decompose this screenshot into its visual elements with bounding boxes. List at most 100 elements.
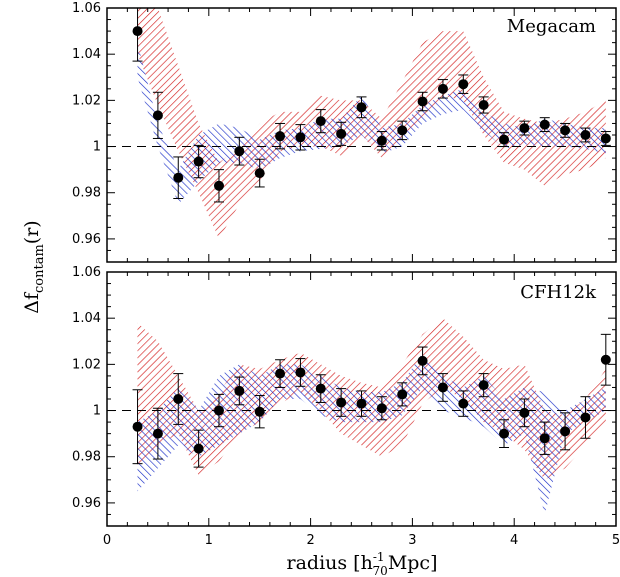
marker bbox=[193, 443, 204, 454]
x-tick-label: 3 bbox=[408, 533, 416, 548]
cfh12k-data-point bbox=[499, 419, 510, 448]
y-axis-label-sub: contam bbox=[32, 244, 47, 293]
marker bbox=[499, 428, 510, 439]
marker bbox=[417, 96, 428, 107]
megacam-data-point bbox=[539, 117, 550, 133]
y-tick-label: 1.06 bbox=[72, 1, 101, 16]
panel-megacam: 0.96 0.98 1 1.02 1.04 1.06 Megacam bbox=[72, 1, 617, 263]
marker bbox=[478, 99, 489, 110]
y-tick-label: 1.06 bbox=[72, 265, 101, 280]
cfh12k-data-point bbox=[437, 373, 448, 402]
marker bbox=[132, 26, 143, 37]
marker bbox=[356, 102, 367, 113]
marker bbox=[580, 412, 591, 423]
megacam-data-point bbox=[356, 96, 367, 119]
marker bbox=[173, 394, 184, 404]
marker bbox=[234, 146, 245, 157]
x-tick-label: 0 bbox=[103, 533, 111, 548]
megacam-data-point bbox=[478, 96, 489, 114]
megacam-data-point bbox=[580, 127, 591, 143]
marker bbox=[519, 407, 530, 418]
x-axis-label-sup: -1 bbox=[373, 550, 385, 564]
megacam-data-point bbox=[275, 122, 286, 150]
marker bbox=[315, 116, 326, 127]
marker bbox=[295, 132, 306, 143]
marker bbox=[560, 125, 571, 136]
cfh12k-data-point bbox=[315, 374, 326, 403]
y-tick-label: 1 bbox=[93, 140, 101, 155]
marker bbox=[356, 398, 367, 409]
cfh12k-data-point bbox=[275, 359, 286, 388]
marker bbox=[193, 156, 204, 167]
marker bbox=[397, 125, 408, 136]
cfh12k-data-point bbox=[458, 390, 469, 417]
marker bbox=[580, 130, 591, 140]
megacam-data-point bbox=[295, 124, 306, 151]
marker bbox=[519, 123, 530, 134]
y-tick-label: 1 bbox=[93, 404, 101, 419]
x-tick-label: 1 bbox=[205, 533, 213, 548]
megacam-data-point bbox=[173, 156, 184, 199]
x-tick-label: 4 bbox=[510, 533, 518, 548]
y-tick-label: 1.04 bbox=[72, 47, 101, 62]
megacam-data-point bbox=[254, 158, 265, 188]
megacam-data-point bbox=[234, 136, 245, 166]
cfh12k-blue-band bbox=[137, 352, 606, 515]
y-tick-label: 0.96 bbox=[72, 496, 101, 511]
y-tick-label: 1.04 bbox=[72, 311, 101, 326]
marker bbox=[417, 355, 428, 366]
cfh12k-data-point bbox=[173, 373, 184, 425]
cfh12k-data-point bbox=[539, 421, 550, 455]
marker bbox=[376, 135, 387, 146]
marker bbox=[152, 428, 163, 439]
megacam-data-point bbox=[213, 169, 224, 203]
cfh12k-title: CFH12k bbox=[520, 282, 597, 303]
marker bbox=[437, 83, 448, 94]
svg-text:Δfcontam(r): Δfcontam(r) bbox=[21, 220, 47, 313]
cfh12k-data-point bbox=[152, 407, 163, 460]
megacam-data-point bbox=[315, 109, 326, 134]
cfh12k-data-point bbox=[295, 358, 306, 387]
marker bbox=[275, 368, 286, 379]
x-axis-label-main: radius [h bbox=[287, 552, 373, 574]
marker bbox=[397, 389, 408, 400]
x-axis-label: radius [h-1 70Mpc] bbox=[287, 550, 438, 577]
y-axis-label: Δfcontam(r) bbox=[21, 220, 47, 313]
megacam-title: Megacam bbox=[507, 16, 596, 37]
marker bbox=[539, 119, 550, 130]
cfh12k-data-point bbox=[376, 396, 387, 421]
megacam-data-point bbox=[152, 91, 163, 139]
megacam-plot-area bbox=[107, 8, 616, 239]
megacam-data-point bbox=[417, 91, 428, 112]
cfh12k-data-point bbox=[417, 346, 428, 376]
megacam-data-point bbox=[376, 131, 387, 151]
marker bbox=[173, 172, 184, 183]
y-axis-label-arg: (r) bbox=[21, 220, 43, 244]
marker bbox=[600, 133, 611, 144]
megacam-data-point bbox=[397, 120, 408, 141]
megacam-data-point bbox=[560, 122, 571, 138]
marker bbox=[539, 433, 550, 444]
y-tick-label: 1.02 bbox=[72, 93, 101, 108]
marker bbox=[254, 168, 265, 179]
marker bbox=[254, 406, 265, 417]
marker bbox=[315, 383, 326, 394]
cfh12k-data-point bbox=[193, 429, 204, 468]
megacam-data-point bbox=[600, 131, 611, 146]
x-axis-label-unit: Mpc] bbox=[388, 552, 438, 574]
cfh12k-data-point bbox=[560, 412, 571, 451]
x-tick-label: 2 bbox=[306, 533, 314, 548]
y-tick-label: 0.98 bbox=[72, 186, 101, 201]
y-tick-label: 0.98 bbox=[72, 450, 101, 465]
y-axis-label-main: Δf bbox=[21, 291, 43, 314]
megacam-data-point bbox=[132, 8, 143, 62]
marker bbox=[336, 128, 347, 139]
marker bbox=[336, 397, 347, 408]
marker bbox=[152, 110, 163, 121]
marker bbox=[376, 403, 387, 414]
cfh12k-ticks: 0 1 2 3 4 5 0.96 0.98 1 1.02 1.04 1.06 bbox=[72, 265, 620, 548]
cfh12k-data-point bbox=[519, 398, 530, 428]
marker bbox=[437, 382, 448, 393]
marker bbox=[478, 380, 489, 391]
